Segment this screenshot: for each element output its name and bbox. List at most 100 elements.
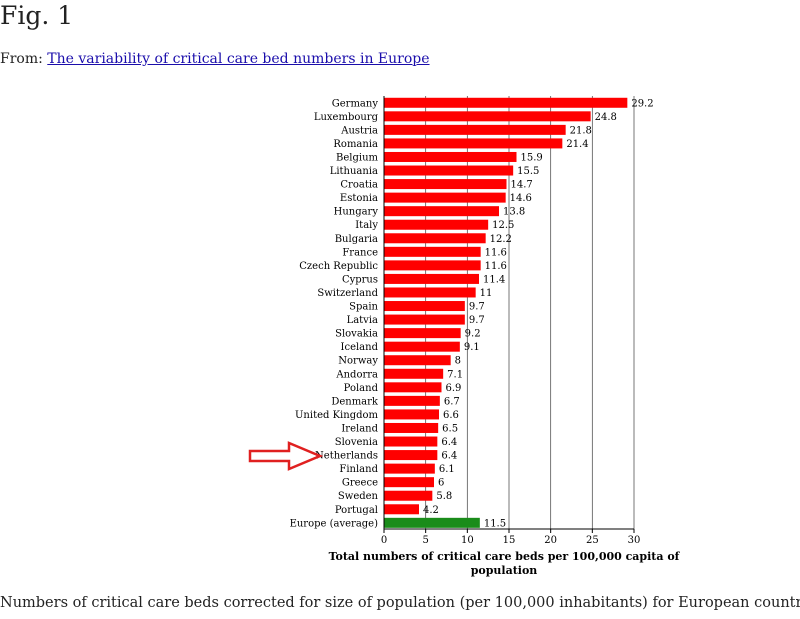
category-label: Sweden	[338, 491, 379, 502]
bar-croatia	[384, 179, 507, 190]
bar-europe-average	[384, 517, 480, 528]
bar-sweden	[384, 490, 433, 501]
category-label: Austria	[340, 125, 378, 136]
category-label: Spain	[349, 302, 378, 313]
category-label: United Kingdom	[295, 410, 379, 421]
category-label: Finland	[339, 464, 378, 475]
category-label: Andorra	[335, 369, 378, 380]
bar-latvia	[384, 314, 465, 325]
category-label: Switzerland	[317, 288, 378, 299]
category-label: Slovenia	[335, 437, 378, 448]
source-article-link[interactable]: The variability of critical care bed num…	[47, 51, 430, 67]
value-label: 11.4	[483, 274, 505, 285]
category-label: Estonia	[340, 193, 378, 204]
category-label: Europe (average)	[290, 518, 379, 529]
value-label: 7.1	[447, 369, 463, 380]
x-tick-label: 30	[628, 535, 641, 546]
from-prefix: From:	[0, 51, 48, 67]
value-label: 11.6	[485, 247, 507, 258]
bar-switzerland	[384, 287, 476, 298]
value-label: 12.2	[490, 234, 512, 245]
category-label: Lithuania	[330, 166, 378, 177]
bar-netherlands	[384, 450, 438, 461]
value-label: 14.6	[510, 193, 532, 204]
value-label: 5.8	[436, 491, 452, 502]
category-label: Croatia	[340, 180, 378, 191]
value-label: 14.7	[511, 180, 533, 191]
bar-united-kingdom	[384, 409, 439, 420]
bar-luxembourg	[384, 111, 591, 122]
x-tick-label: 25	[586, 535, 599, 546]
bar-italy	[384, 219, 489, 230]
bar-austria	[384, 124, 566, 135]
x-tick-label: 10	[461, 535, 474, 546]
value-label: 11.5	[484, 518, 506, 529]
category-label: Cyprus	[342, 274, 378, 285]
category-label: Hungary	[334, 207, 379, 218]
value-label: 6.6	[443, 410, 459, 421]
bar-estonia	[384, 192, 506, 203]
bar-andorra	[384, 368, 444, 379]
bar-greece	[384, 477, 434, 488]
bar-germany	[384, 97, 628, 108]
bar-denmark	[384, 395, 440, 406]
value-label: 12.5	[492, 220, 514, 231]
value-label: 13.8	[503, 207, 525, 218]
value-label: 8	[455, 356, 461, 367]
value-label: 21.4	[566, 139, 588, 150]
bar-ireland	[384, 422, 439, 433]
category-label: Germany	[332, 98, 379, 109]
bar-czech-republic	[384, 260, 481, 271]
figure-title: Fig. 1	[0, 1, 74, 30]
value-label: 15.9	[521, 152, 543, 163]
bar-finland	[384, 463, 435, 474]
category-label: Iceland	[341, 342, 379, 353]
category-label: Norway	[338, 356, 378, 367]
x-axis-label: Total numbers of critical care beds per …	[329, 550, 681, 563]
category-label: Netherlands	[315, 451, 378, 462]
value-label: 6.1	[439, 464, 455, 475]
value-label: 15.5	[517, 166, 539, 177]
source-line: From: The variability of critical care b…	[0, 49, 430, 69]
category-label: Latvia	[347, 315, 378, 326]
value-label: 9.2	[465, 329, 481, 340]
category-label: Bulgaria	[335, 234, 378, 245]
value-label: 6.7	[444, 396, 460, 407]
value-label: 6.5	[442, 423, 458, 434]
bar-slovenia	[384, 436, 438, 447]
x-tick-label: 15	[503, 535, 516, 546]
value-label: 21.8	[570, 125, 592, 136]
bar-belgium	[384, 151, 517, 162]
bar-bulgaria	[384, 233, 486, 244]
value-label: 6.9	[446, 383, 462, 394]
bar-poland	[384, 382, 442, 393]
value-label: 9.7	[469, 302, 485, 313]
labels: Germany 29.2 Luxembourg 24.8 Austria 21.8 Roma…	[290, 98, 654, 529]
figure-caption: Numbers of critical care beds corrected …	[0, 595, 800, 611]
bars	[384, 97, 628, 528]
value-label: 11.6	[485, 261, 507, 272]
bar-hungary	[384, 206, 499, 217]
category-label: Slovakia	[335, 329, 378, 340]
category-label: Belgium	[336, 152, 379, 163]
category-label: Greece	[342, 478, 378, 489]
bar-spain	[384, 301, 465, 312]
value-label: 9.1	[464, 342, 480, 353]
x-tick-label: 5	[422, 535, 428, 546]
category-label: Italy	[355, 220, 378, 231]
value-label: 6.4	[441, 437, 457, 448]
value-label: 29.2	[631, 98, 653, 109]
bar-iceland	[384, 341, 460, 352]
category-label: Luxembourg	[314, 112, 379, 123]
category-label: France	[342, 247, 378, 258]
highlight-arrow-icon	[248, 441, 324, 471]
category-label: Portugal	[335, 505, 378, 516]
x-axis-label-line2: population	[471, 564, 538, 577]
bar-france	[384, 246, 481, 257]
value-label: 6	[438, 478, 444, 489]
category-label: Czech Republic	[299, 261, 378, 272]
value-label: 24.8	[595, 112, 617, 123]
category-label: Denmark	[331, 396, 379, 407]
x-tick-label: 0	[381, 535, 387, 546]
value-label: 6.4	[441, 451, 457, 462]
